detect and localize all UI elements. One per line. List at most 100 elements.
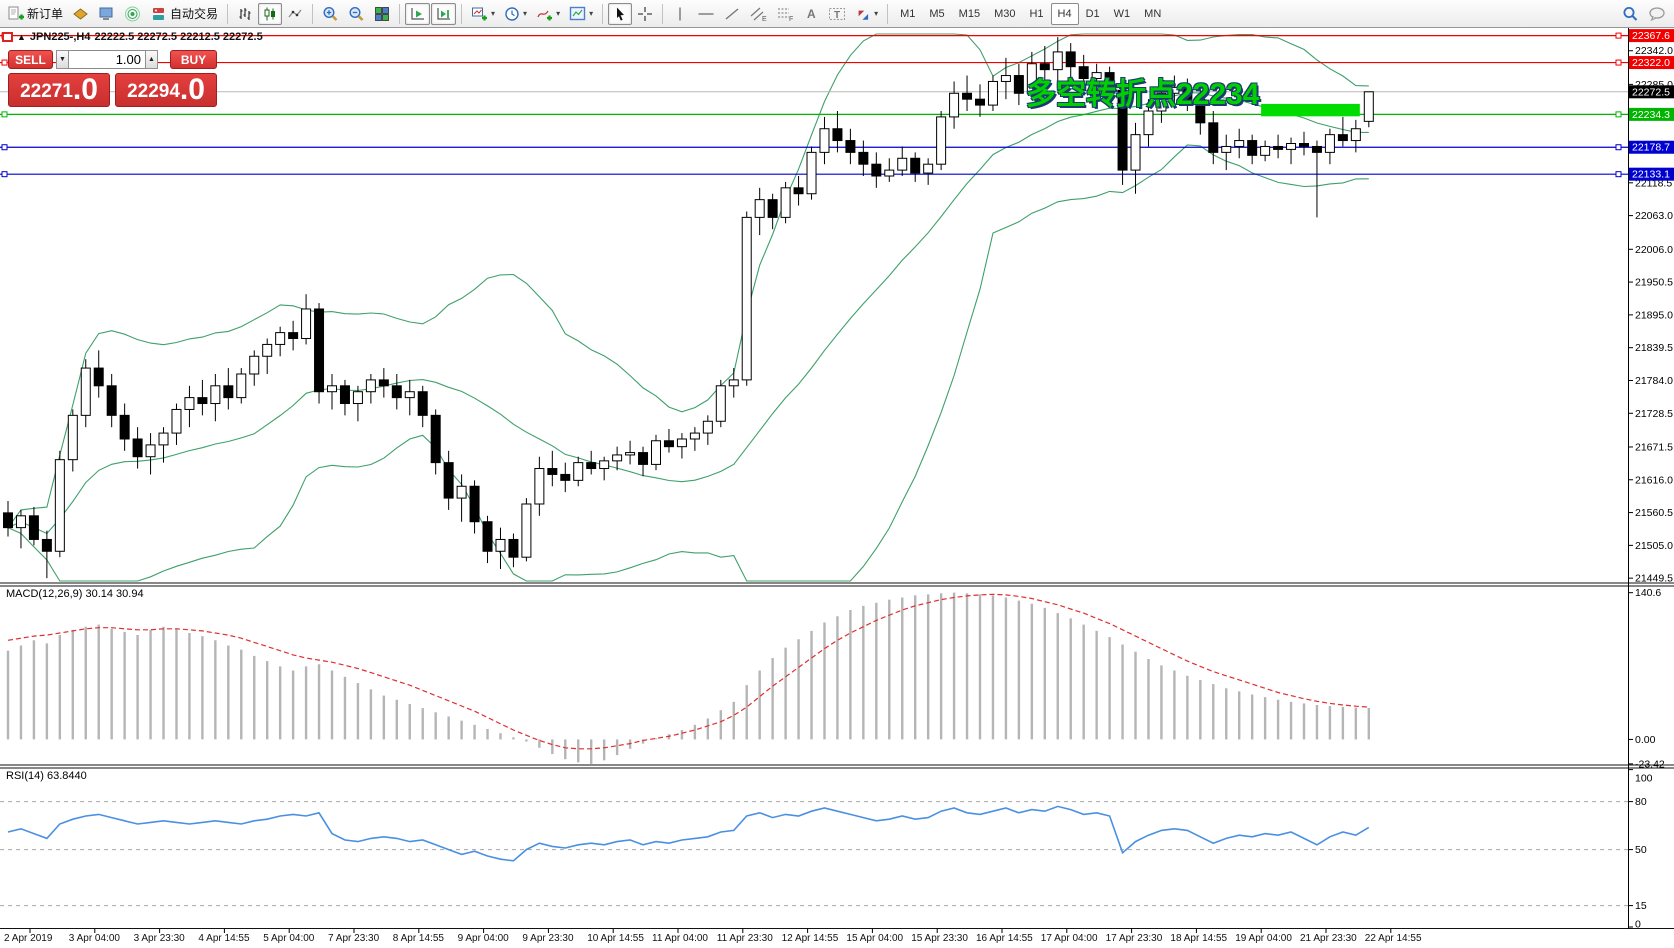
volume-input[interactable] <box>69 50 145 69</box>
time-label: 15 Apr 23:30 <box>911 933 968 944</box>
candle-bullish <box>741 216 752 381</box>
price-tick-label: 21839.5 <box>1635 342 1673 354</box>
line-handle[interactable] <box>1 59 8 66</box>
candle-bullish <box>67 414 78 461</box>
candle-bullish <box>456 485 467 499</box>
timeframe-button-h4[interactable]: H4 <box>1050 2 1079 25</box>
rsi-axis-label: 100 <box>1635 773 1653 785</box>
candle-bearish <box>119 414 130 440</box>
volume-decrease-button[interactable]: ▼ <box>56 50 69 69</box>
arrows-tool-button[interactable]: ▾ <box>851 3 882 25</box>
channel-tool-button[interactable]: E <box>745 3 771 25</box>
candle-bearish <box>1208 122 1219 153</box>
price-label-box <box>1629 140 1674 154</box>
candle-bearish <box>28 515 39 540</box>
line-handle[interactable] <box>1 171 8 178</box>
candle-bullish <box>521 503 532 558</box>
candle-bearish <box>508 538 519 558</box>
chart-background <box>0 28 1674 948</box>
candle-bearish <box>1078 66 1089 80</box>
signals-button[interactable] <box>120 3 145 25</box>
cursor-tool-button[interactable] <box>608 2 633 25</box>
chart-shift-button[interactable] <box>431 2 457 25</box>
line-handle[interactable] <box>1615 171 1622 178</box>
text-icon: A <box>804 6 818 22</box>
buy-price-frac: .0 <box>179 73 205 106</box>
chat-button[interactable] <box>1644 3 1670 25</box>
sell-price-panel[interactable]: 22271.0 <box>8 73 110 107</box>
candle-bearish <box>430 414 441 464</box>
new-chart-icon <box>471 6 488 22</box>
candle-bearish <box>832 128 843 142</box>
chart-ohlc-values: 22222.5 22272.5 22212.5 22272.5 <box>94 31 263 43</box>
tile-windows-button[interactable] <box>370 3 394 25</box>
candle-bullish <box>1052 51 1063 71</box>
price-label-text: 22367.6 <box>1632 30 1670 42</box>
volume-increase-button[interactable]: ▲ <box>145 50 158 69</box>
crosshair-tool-button[interactable] <box>633 3 657 25</box>
timeframe-button-m5[interactable]: M5 <box>929 7 945 20</box>
sell-button[interactable]: SELL <box>8 50 53 69</box>
new-order-button[interactable]: 新订单 <box>4 3 67 25</box>
auto-trading-button[interactable]: 自动交易 <box>146 3 222 25</box>
line-handle[interactable] <box>1615 144 1622 151</box>
timeframe-button-m1[interactable]: M1 <box>900 7 916 20</box>
text-tool-button[interactable]: A <box>799 3 823 25</box>
auto-scroll-icon <box>409 6 426 22</box>
candle-bullish <box>884 169 895 177</box>
timeframe-button-mn[interactable]: MN <box>1144 7 1162 20</box>
time-label: 11 Apr 23:30 <box>716 933 773 944</box>
equidistant-channel-icon: E <box>749 6 767 22</box>
timeframe-button-m15[interactable]: M15 <box>958 7 981 20</box>
candle-bullish <box>897 157 908 171</box>
candle-bearish <box>1273 145 1284 150</box>
new-chart-button[interactable]: ▾ <box>467 3 499 25</box>
candlestick-chart-button[interactable] <box>258 2 283 25</box>
bollinger-bands <box>7 33 1369 582</box>
trendline-tool-button[interactable] <box>720 3 744 25</box>
horizontal-line-tool-button[interactable] <box>693 3 719 25</box>
candle-bullish <box>806 151 817 195</box>
price-label-text: 22234.3 <box>1632 109 1670 121</box>
line-chart-button[interactable] <box>283 3 307 25</box>
indicators-button[interactable]: ▾ <box>532 3 564 25</box>
zoom-out-button[interactable] <box>344 3 369 25</box>
periods-button[interactable]: ▾ <box>500 3 531 25</box>
highlight-rectangle[interactable] <box>1261 103 1360 117</box>
line-handle[interactable] <box>1615 111 1622 118</box>
auto-scroll-button[interactable] <box>405 2 431 25</box>
time-label: 12 Apr 14:55 <box>781 933 839 944</box>
time-axis[interactable]: 2 Apr 2019 3 Apr 04:00 3 Apr 23:30 4 Apr 14… <box>0 930 1674 948</box>
trade-panel-toggle[interactable]: ▲ <box>17 31 26 42</box>
svg-text:F: F <box>789 16 793 22</box>
search-button[interactable] <box>1618 3 1643 25</box>
timeframe-button-d1[interactable]: D1 <box>1085 7 1100 20</box>
profile-button[interactable] <box>68 3 93 25</box>
zoom-in-button[interactable] <box>318 3 343 25</box>
timeframe-button-h1[interactable]: H1 <box>1029 7 1044 20</box>
market-watch-button[interactable] <box>94 3 119 25</box>
candle-bullish <box>1169 86 1180 94</box>
vertical-line-tool-button[interactable] <box>668 3 692 25</box>
candle-bearish <box>1311 145 1322 153</box>
bar-chart-button[interactable] <box>233 3 257 25</box>
text-label-tool-button[interactable]: T <box>824 3 850 25</box>
price-axis[interactable]: 22342.022285.022229.522174.022118.522063… <box>1628 29 1674 585</box>
line-handle[interactable] <box>1615 59 1622 66</box>
line-handle[interactable] <box>1 111 8 118</box>
buy-price-panel[interactable]: 22294.0 <box>115 73 217 107</box>
templates-button[interactable]: ▾ <box>565 3 597 25</box>
fibonacci-tool-button[interactable]: F <box>772 3 798 25</box>
timeframe-button-m30[interactable]: M30 <box>994 7 1016 20</box>
line-handle[interactable] <box>1615 32 1622 39</box>
candle-bearish <box>41 538 52 552</box>
line-handle[interactable] <box>1 144 8 151</box>
candle-bearish <box>1247 140 1258 156</box>
candle-bullish <box>495 538 506 552</box>
buy-button[interactable]: BUY <box>170 50 217 69</box>
candle-bearish <box>288 332 299 340</box>
candle-bullish <box>612 454 623 462</box>
timeframe-button-w1[interactable]: W1 <box>1113 7 1131 20</box>
time-label: 7 Apr 23:30 <box>328 933 380 944</box>
